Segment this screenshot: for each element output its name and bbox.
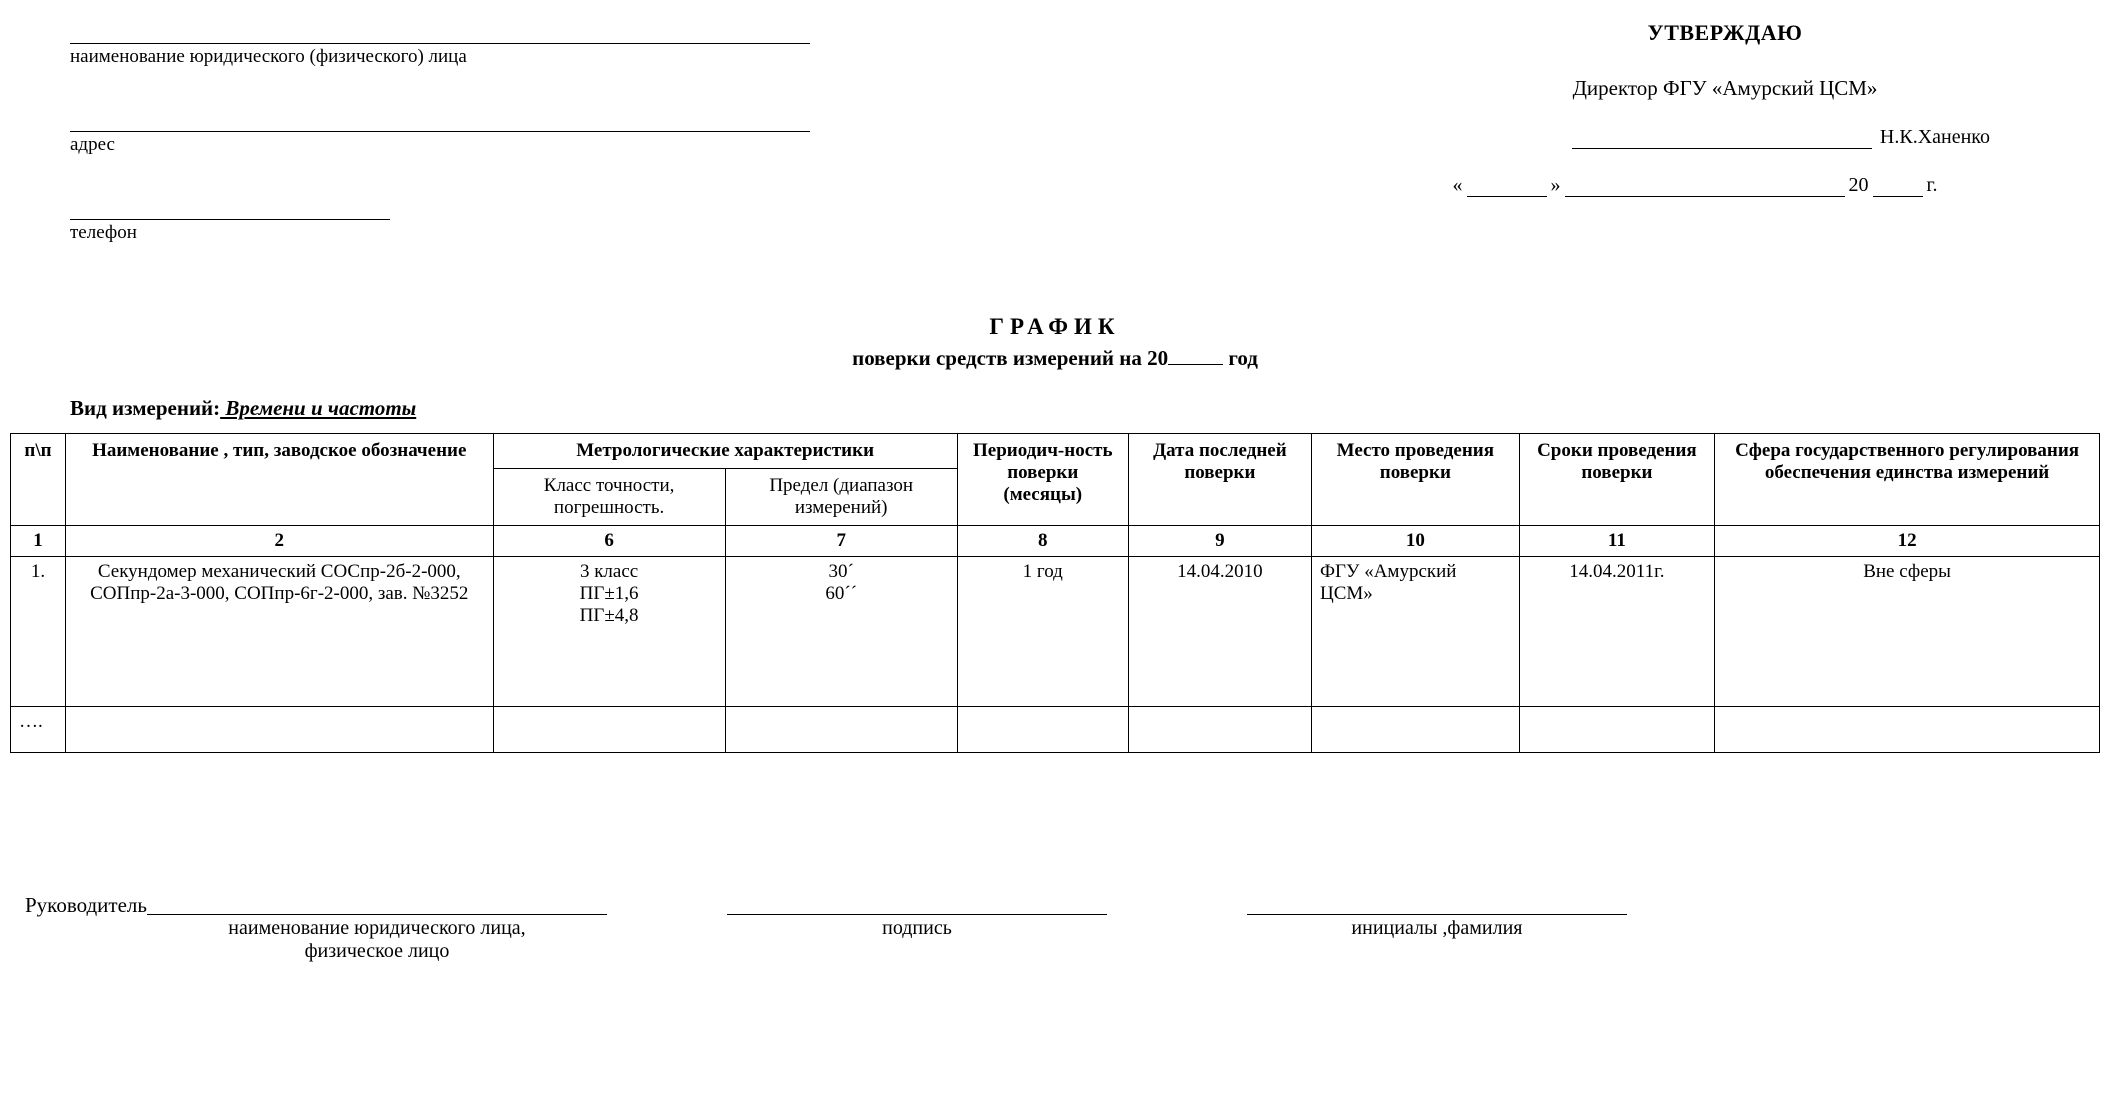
- year-line: [1873, 196, 1923, 197]
- cell-class: 3 класс ПГ±1,6 ПГ±4,8: [493, 557, 725, 707]
- cell-place: [1312, 707, 1520, 753]
- sig-line-3: [1247, 893, 1627, 915]
- table-body: 1 2 6 7 8 9 10 11 12 1. Секундомер механ…: [11, 526, 2100, 753]
- cell-pp: ….: [11, 707, 66, 753]
- signer-name: Н.К.Ханенко: [1880, 126, 1990, 149]
- sig-caption-1: наименование юридического лица, физическ…: [212, 917, 542, 963]
- address-caption: адрес: [70, 134, 810, 156]
- title-sub: поверки средств измерений на 20 год: [10, 346, 2100, 371]
- header-row-1: п\п Наименование , тип, заводское обозна…: [11, 434, 2100, 469]
- num-9: 12: [1715, 526, 2100, 557]
- cell-period: 1 год: [957, 557, 1128, 707]
- day-line: [1467, 196, 1547, 197]
- year-prefix: 20: [1849, 174, 1869, 197]
- cell-range: 30´ 60´´: [725, 557, 957, 707]
- sig-group-3: инициалы ,фамилия: [1247, 893, 1627, 940]
- title-sub-prefix: поверки средств измерений на 20: [852, 346, 1168, 370]
- num-8: 11: [1519, 526, 1714, 557]
- measurement-label: Вид измерений:: [70, 396, 220, 420]
- measurement-value: Времени и частоты: [220, 396, 416, 420]
- th-lastdate: Дата последней поверки: [1128, 434, 1311, 526]
- phone-line: [70, 196, 390, 220]
- cell-terms: [1519, 707, 1714, 753]
- th-pp: п\п: [11, 434, 66, 526]
- sig-caption-3: инициалы ,фамилия: [1351, 917, 1522, 940]
- th-terms: Сроки проведения поверки: [1519, 434, 1714, 526]
- signer-row: Н.К.Ханенко: [1400, 126, 2050, 149]
- sig-group-2: подпись: [727, 893, 1107, 940]
- th-place: Место проведения поверки: [1312, 434, 1520, 526]
- num-5: 8: [957, 526, 1128, 557]
- num-4: 7: [725, 526, 957, 557]
- title-year-line: [1168, 347, 1223, 365]
- leader-label: Руководитель: [25, 893, 147, 918]
- director-label: Директор ФГУ «Амурский ЦСМ»: [1400, 76, 2050, 101]
- cell-period: [957, 707, 1128, 753]
- footer-signature: Руководитель наименование юридического л…: [10, 893, 2100, 963]
- quote-close: »: [1551, 174, 1561, 197]
- title-sub-suffix: год: [1223, 346, 1258, 370]
- cell-class: [493, 707, 725, 753]
- header-row: наименование юридического (физического) …: [10, 20, 2100, 284]
- document-root: наименование юридического (физического) …: [10, 20, 2100, 963]
- th-class: Класс точности, погрешность.: [493, 469, 725, 526]
- cell-lastdate: [1128, 707, 1311, 753]
- month-line: [1565, 196, 1845, 197]
- th-period: Периодич-ность поверки (месяцы): [957, 434, 1128, 526]
- cell-place: ФГУ «Амурский ЦСМ»: [1312, 557, 1520, 707]
- sig-group-1: наименование юридического лица, физическ…: [147, 893, 607, 963]
- cell-name: [65, 707, 493, 753]
- cell-sphere: [1715, 707, 2100, 753]
- year-suffix: г.: [1927, 174, 1938, 197]
- sig-line-2: [727, 893, 1107, 915]
- cell-lastdate: 14.04.2010: [1128, 557, 1311, 707]
- title-main: ГРАФИК: [10, 314, 2100, 340]
- num-7: 10: [1312, 526, 1520, 557]
- phone-caption: телефон: [70, 222, 810, 244]
- date-row: « » 20 г.: [1400, 174, 2050, 197]
- number-row: 1 2 6 7 8 9 10 11 12: [11, 526, 2100, 557]
- th-metro: Метрологические характеристики: [493, 434, 957, 469]
- num-2: 2: [65, 526, 493, 557]
- num-6: 9: [1128, 526, 1311, 557]
- name-line: [70, 20, 810, 44]
- main-table: п\п Наименование , тип, заводское обозна…: [10, 433, 2100, 753]
- table-head: п\п Наименование , тип, заводское обозна…: [11, 434, 2100, 526]
- num-3: 6: [493, 526, 725, 557]
- header-right: УТВЕРЖДАЮ Директор ФГУ «Амурский ЦСМ» Н.…: [1400, 20, 2100, 197]
- table-row: ….: [11, 707, 2100, 753]
- table-row: 1. Секундомер механический СОСпр-2б-2-00…: [11, 557, 2100, 707]
- title-block: ГРАФИК поверки средств измерений на 20 г…: [10, 314, 2100, 371]
- th-range: Предел (диапазон измерений): [725, 469, 957, 526]
- cell-name: Секундомер механический СОСпр-2б-2-000, …: [65, 557, 493, 707]
- quote-open: «: [1453, 174, 1463, 197]
- address-line: [70, 108, 810, 132]
- measurement-type: Вид измерений: Времени и частоты: [10, 396, 2100, 421]
- num-1: 1: [11, 526, 66, 557]
- header-left: наименование юридического (физического) …: [10, 20, 810, 284]
- sig-line-1: [147, 893, 607, 915]
- cell-terms: 14.04.2011г.: [1519, 557, 1714, 707]
- cell-sphere: Вне сферы: [1715, 557, 2100, 707]
- cell-pp: 1.: [11, 557, 66, 707]
- cell-range: [725, 707, 957, 753]
- th-name: Наименование , тип, заводское обозначени…: [65, 434, 493, 526]
- th-sphere: Сфера государственного регулирования обе…: [1715, 434, 2100, 526]
- signer-line: [1572, 148, 1872, 149]
- name-caption: наименование юридического (физического) …: [70, 46, 810, 68]
- approve-label: УТВЕРЖДАЮ: [1400, 20, 2050, 46]
- sig-caption-2: подпись: [882, 917, 952, 940]
